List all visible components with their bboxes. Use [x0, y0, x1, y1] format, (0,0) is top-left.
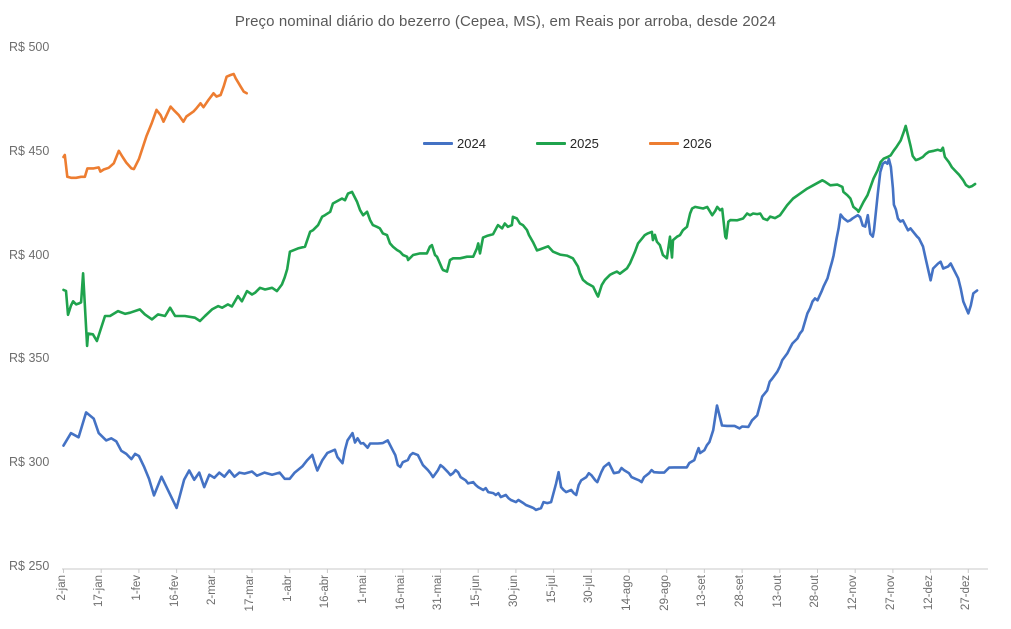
x-axis-label: 28-out	[809, 575, 822, 608]
y-axis-label: R$ 250	[9, 559, 50, 573]
x-axis-label: 12-dez	[922, 575, 935, 611]
legend-item-2024: 2024	[423, 136, 486, 151]
legend-label-2025: 2025	[569, 136, 599, 151]
x-axis-label: 16-mai	[394, 575, 407, 611]
legend-label-2026: 2026	[682, 136, 712, 151]
legend-item-2026: 2026	[648, 136, 712, 151]
x-axis-label: 28-set	[734, 575, 747, 607]
x-axis-label: 15-jul	[545, 575, 558, 604]
x-axis-label: 1-mai	[357, 575, 370, 604]
legend-swatch-2024	[423, 142, 453, 145]
y-axis-label: R$ 450	[9, 143, 50, 158]
x-axis-label: 1-fev	[130, 575, 143, 601]
x-axis-label: 13-set	[696, 575, 709, 607]
x-axis-label: 27-dez	[960, 575, 973, 611]
y-axis-label: R$ 400	[9, 247, 50, 262]
x-axis-label: 2-mar	[206, 575, 219, 606]
x-axis-label: 27-nov	[884, 575, 897, 611]
x-axis-label: 31-mai	[432, 575, 445, 611]
chart-title: Preço nominal diário do bezerro (Cepea, …	[234, 13, 777, 30]
chart-legend: 2024 2025 2026	[423, 136, 712, 151]
x-axis-label: 15-jun	[470, 575, 483, 607]
x-axis-label: 14-ago	[620, 575, 633, 611]
legend-label-2024: 2024	[457, 136, 486, 151]
series-line-2024	[62, 157, 979, 512]
x-axis-label: 30-jun	[507, 575, 520, 607]
y-axis-label: R$ 300	[9, 455, 50, 470]
x-axis-label: 17-jan	[93, 575, 106, 607]
x-axis-label: 16-fev	[168, 575, 181, 607]
legend-item-2025: 2025	[535, 136, 599, 151]
y-axis-label: R$ 500	[9, 40, 50, 54]
x-axis-label: 2-jan	[55, 575, 68, 601]
x-axis-label: 16-abr	[319, 575, 332, 609]
x-axis-label: 12-nov	[847, 575, 860, 611]
legend-swatch-2026	[648, 142, 679, 145]
legend-swatch-2025	[535, 142, 566, 145]
x-axis-label: 1-abr	[281, 575, 294, 602]
x-axis-label: 17-mar	[243, 575, 256, 612]
x-axis-label: 29-ago	[658, 575, 671, 611]
series-line-2025	[62, 124, 977, 348]
series-line-2026	[62, 72, 248, 180]
y-axis-label: R$ 350	[9, 351, 50, 366]
x-axis-label: 30-jul	[583, 575, 596, 604]
x-axis-label: 13-out	[771, 575, 784, 608]
